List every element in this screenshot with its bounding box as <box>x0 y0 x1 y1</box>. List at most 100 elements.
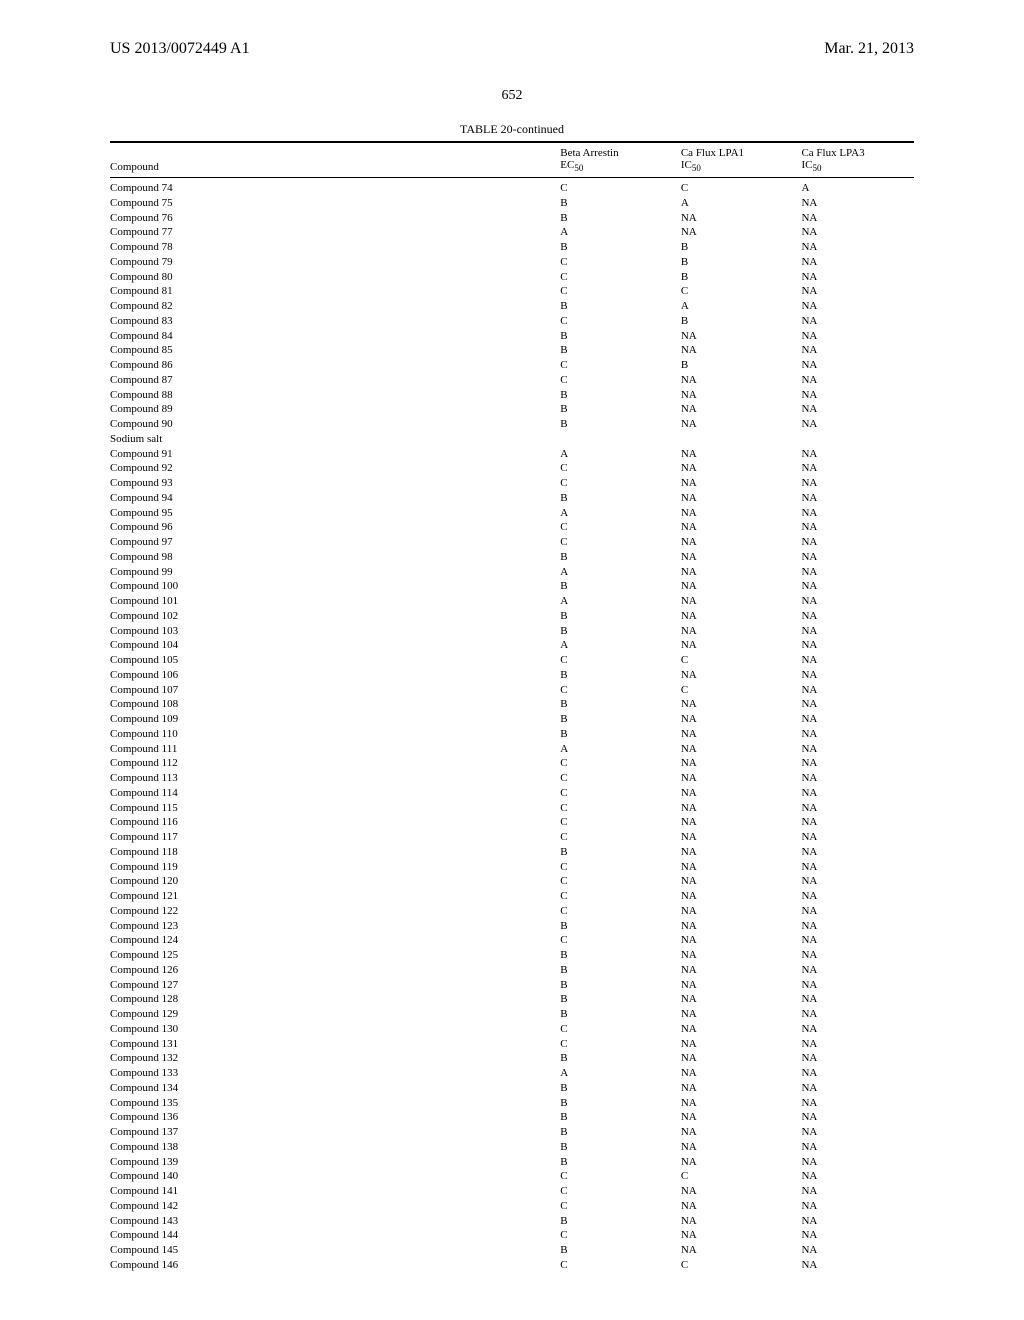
table-row: Compound 126BNANA <box>110 963 914 978</box>
table-row: Compound 125BNANA <box>110 949 914 964</box>
cell-lpa3: NA <box>801 359 914 374</box>
cell-beta: A <box>560 1067 681 1082</box>
cell-beta: B <box>560 993 681 1008</box>
table-row: Compound 76BNANA <box>110 211 914 226</box>
table-row: Compound 129BNANA <box>110 1008 914 1023</box>
cell-compound: Compound 83 <box>110 314 560 329</box>
cell-lpa3: NA <box>801 403 914 418</box>
cell-lpa3: NA <box>801 875 914 890</box>
cell-lpa1: NA <box>681 742 802 757</box>
cell-lpa1: C <box>681 1170 802 1185</box>
table-row: Compound 84BNANA <box>110 329 914 344</box>
cell-beta: B <box>560 1214 681 1229</box>
cell-compound: Compound 100 <box>110 580 560 595</box>
cell-lpa3: NA <box>801 1126 914 1141</box>
cell-lpa3: NA <box>801 521 914 536</box>
table-row: Compound 112CNANA <box>110 757 914 772</box>
cell-lpa3: NA <box>801 727 914 742</box>
cell-beta: C <box>560 270 681 285</box>
table-row: Compound 117CNANA <box>110 831 914 846</box>
cell-lpa1: NA <box>681 1214 802 1229</box>
cell-lpa3: NA <box>801 595 914 610</box>
cell-beta: C <box>560 314 681 329</box>
table-row: Compound 91ANANA <box>110 447 914 462</box>
cell-compound: Compound 101 <box>110 595 560 610</box>
cell-lpa1: NA <box>681 550 802 565</box>
table-row: Compound 87CNANA <box>110 373 914 388</box>
cell-beta: A <box>560 742 681 757</box>
cell-lpa3: NA <box>801 845 914 860</box>
cell-compound: Compound 136 <box>110 1111 560 1126</box>
cell-compound: Compound 80 <box>110 270 560 285</box>
cell-beta: C <box>560 1037 681 1052</box>
cell-lpa1: C <box>681 1258 802 1273</box>
table-row: Compound 133ANANA <box>110 1067 914 1082</box>
col-header-compound-label: Compound <box>110 161 159 173</box>
cell-compound: Compound 132 <box>110 1052 560 1067</box>
table-row: Compound 86CBNA <box>110 359 914 374</box>
cell-lpa1: B <box>681 241 802 256</box>
cell-compound: Compound 130 <box>110 1022 560 1037</box>
cell-lpa1: B <box>681 359 802 374</box>
table-row: Compound 88BNANA <box>110 388 914 403</box>
cell-lpa1: C <box>681 285 802 300</box>
cell-lpa1: B <box>681 255 802 270</box>
cell-lpa1: NA <box>681 1111 802 1126</box>
cell-lpa1: NA <box>681 698 802 713</box>
cell-compound: Compound 138 <box>110 1140 560 1155</box>
cell-compound: Compound 107 <box>110 683 560 698</box>
cell-compound: Compound 146 <box>110 1258 560 1273</box>
col-header-beta-prefix: EC <box>560 159 574 171</box>
cell-lpa1: NA <box>681 536 802 551</box>
cell-compound: Compound 82 <box>110 300 560 315</box>
table-row: Compound 81CCNA <box>110 285 914 300</box>
cell-compound: Compound 116 <box>110 816 560 831</box>
cell-compound: Compound 115 <box>110 801 560 816</box>
cell-compound: Compound 99 <box>110 565 560 580</box>
cell-lpa1: NA <box>681 418 802 433</box>
cell-compound: Compound 81 <box>110 285 560 300</box>
table-row: Compound 99ANANA <box>110 565 914 580</box>
cell-beta: A <box>560 506 681 521</box>
cell-lpa3: NA <box>801 919 914 934</box>
cell-lpa3: NA <box>801 329 914 344</box>
table-row: Compound 118BNANA <box>110 845 914 860</box>
table-row: Compound 103BNANA <box>110 624 914 639</box>
col-header-lpa3: Ca Flux LPA3 IC50 <box>801 142 914 178</box>
table-row: Compound 100BNANA <box>110 580 914 595</box>
cell-beta: C <box>560 801 681 816</box>
cell-lpa1: NA <box>681 727 802 742</box>
cell-beta: C <box>560 683 681 698</box>
cell-compound: Compound 90 <box>110 418 560 433</box>
cell-lpa3: NA <box>801 772 914 787</box>
cell-compound: Compound 96 <box>110 521 560 536</box>
cell-lpa3: NA <box>801 890 914 905</box>
table-row: Compound 111ANANA <box>110 742 914 757</box>
cell-compound: Compound 87 <box>110 373 560 388</box>
cell-compound: Compound 114 <box>110 786 560 801</box>
cell-compound: Compound 85 <box>110 344 560 359</box>
col-header-beta-top: Beta Arrestin <box>560 147 618 159</box>
cell-compound: Compound 104 <box>110 639 560 654</box>
cell-lpa3: NA <box>801 491 914 506</box>
table-row: Compound 109BNANA <box>110 713 914 728</box>
cell-lpa3: NA <box>801 1052 914 1067</box>
cell-lpa1: NA <box>681 860 802 875</box>
table-row: Compound 101ANANA <box>110 595 914 610</box>
cell-lpa1: NA <box>681 609 802 624</box>
cell-compound: Compound 106 <box>110 668 560 683</box>
table-row: Compound 144CNANA <box>110 1229 914 1244</box>
cell-compound: Compound 108 <box>110 698 560 713</box>
page: US 2013/0072449 A1 Mar. 21, 2013 652 TAB… <box>0 0 1024 1320</box>
cell-compound: Compound 122 <box>110 904 560 919</box>
cell-lpa1: NA <box>681 668 802 683</box>
cell-lpa3: NA <box>801 1140 914 1155</box>
cell-beta: B <box>560 491 681 506</box>
table-row: Compound 141CNANA <box>110 1185 914 1200</box>
cell-beta: C <box>560 178 681 197</box>
cell-compound: Compound 127 <box>110 978 560 993</box>
cell-compound: Compound 117 <box>110 831 560 846</box>
cell-lpa3: NA <box>801 801 914 816</box>
cell-beta: C <box>560 521 681 536</box>
cell-lpa1: NA <box>681 904 802 919</box>
